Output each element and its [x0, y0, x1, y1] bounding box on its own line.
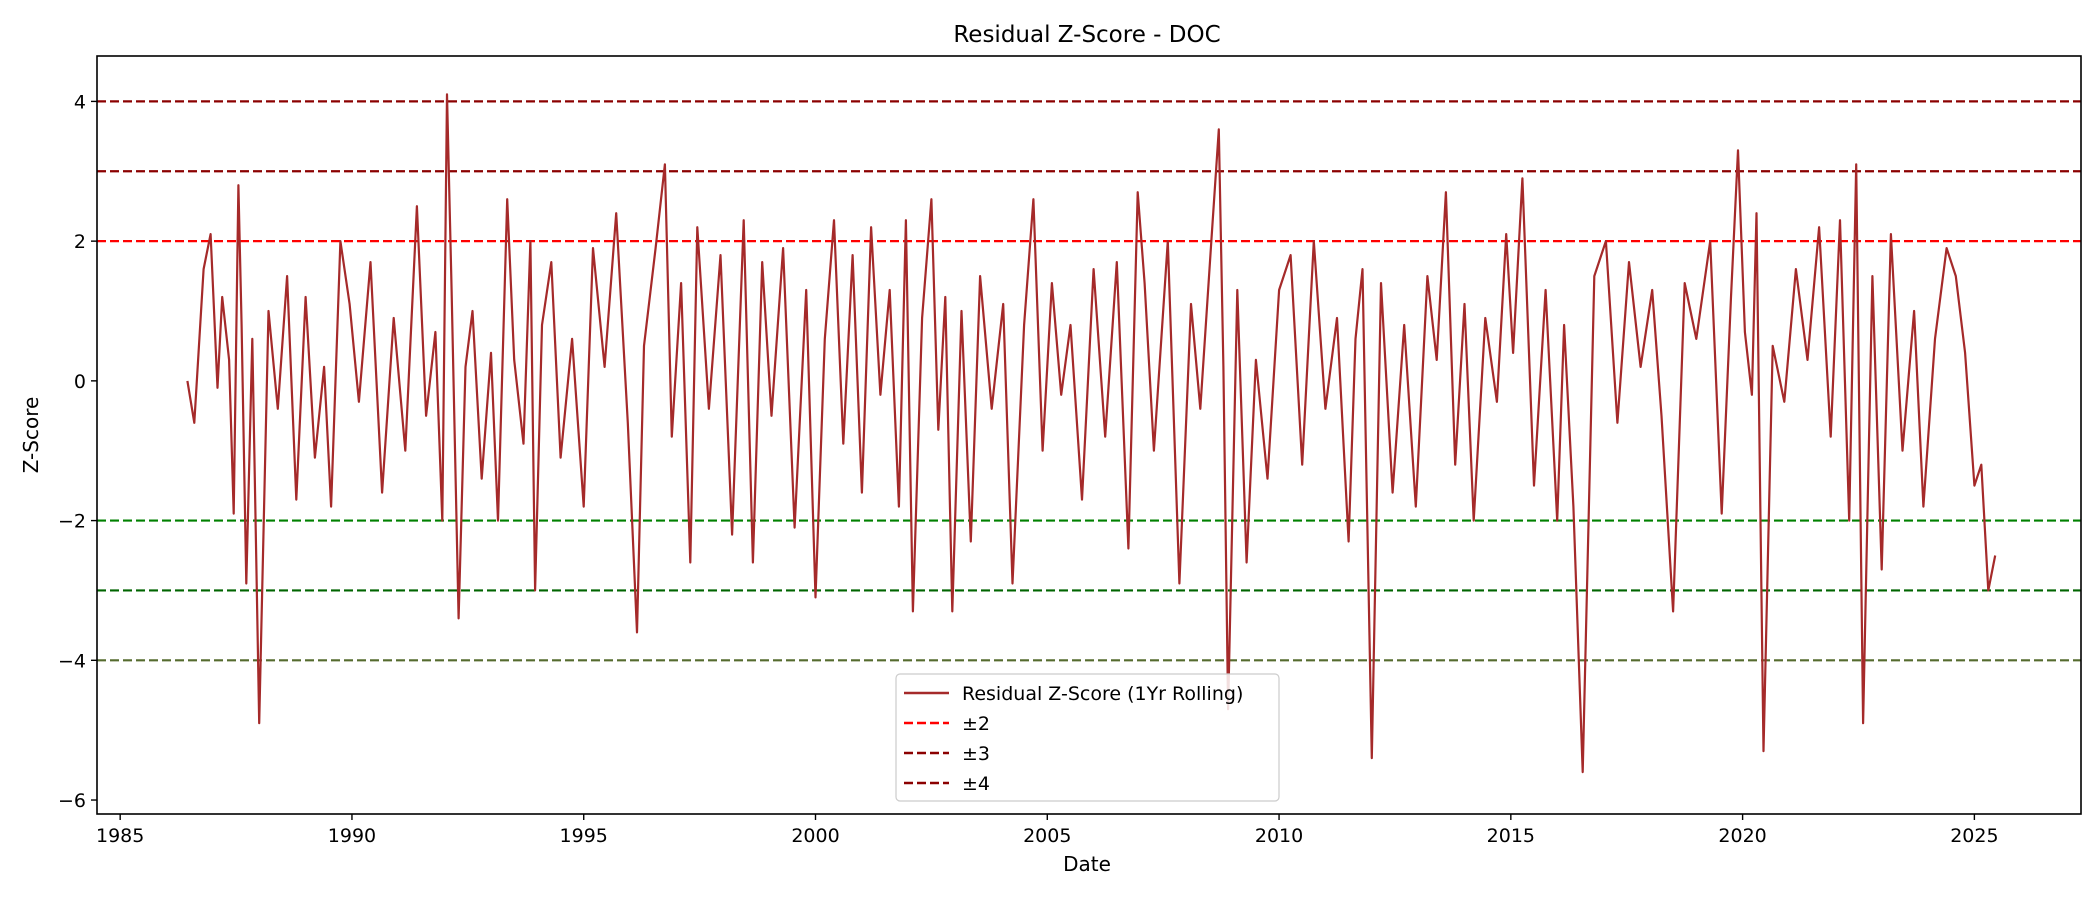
y-tick-label: 0: [74, 371, 86, 393]
x-tick-label: 1990: [328, 825, 376, 847]
legend-label: ±4: [962, 773, 990, 795]
y-tick-label: 4: [74, 91, 86, 113]
legend-label: ±3: [962, 743, 990, 765]
y-tick-label: 2: [74, 231, 86, 253]
legend-box: [895, 673, 1280, 802]
chart-title: Residual Z-Score - DOC: [953, 22, 1220, 48]
x-tick-label: 1985: [96, 825, 144, 847]
series-layer: [186, 93, 1997, 774]
x-tick-label: 2000: [791, 825, 839, 847]
series-line: [186, 93, 1997, 774]
legend-label: ±2: [962, 713, 990, 735]
plot-area-frame: [96, 55, 2082, 815]
x-tick-label: 2015: [1487, 825, 1535, 847]
x-tick-label: 2005: [1023, 825, 1071, 847]
y-tick-label: −2: [58, 511, 86, 533]
x-axis-label: Date: [1063, 852, 1111, 876]
legend: Residual Z-Score (1Yr Rolling) ±2 ±3 ±4: [895, 673, 1280, 802]
y-tick-label: −4: [58, 650, 86, 672]
y-axis: −6 −4 −2 0 2 4: [58, 91, 97, 812]
x-axis: 1985 1990 1995 2000 2005 2010 2015 2020 2025: [96, 814, 1999, 847]
y-axis-label: Z-Score: [19, 397, 43, 474]
x-tick-label: 2020: [1718, 825, 1766, 847]
x-tick-label: 2025: [1950, 825, 1998, 847]
x-tick-label: 1995: [560, 825, 608, 847]
y-tick-label: −6: [58, 790, 86, 812]
reference-lines: [97, 100, 2081, 662]
legend-label: Residual Z-Score (1Yr Rolling): [962, 683, 1243, 705]
x-tick-label: 2010: [1255, 825, 1303, 847]
